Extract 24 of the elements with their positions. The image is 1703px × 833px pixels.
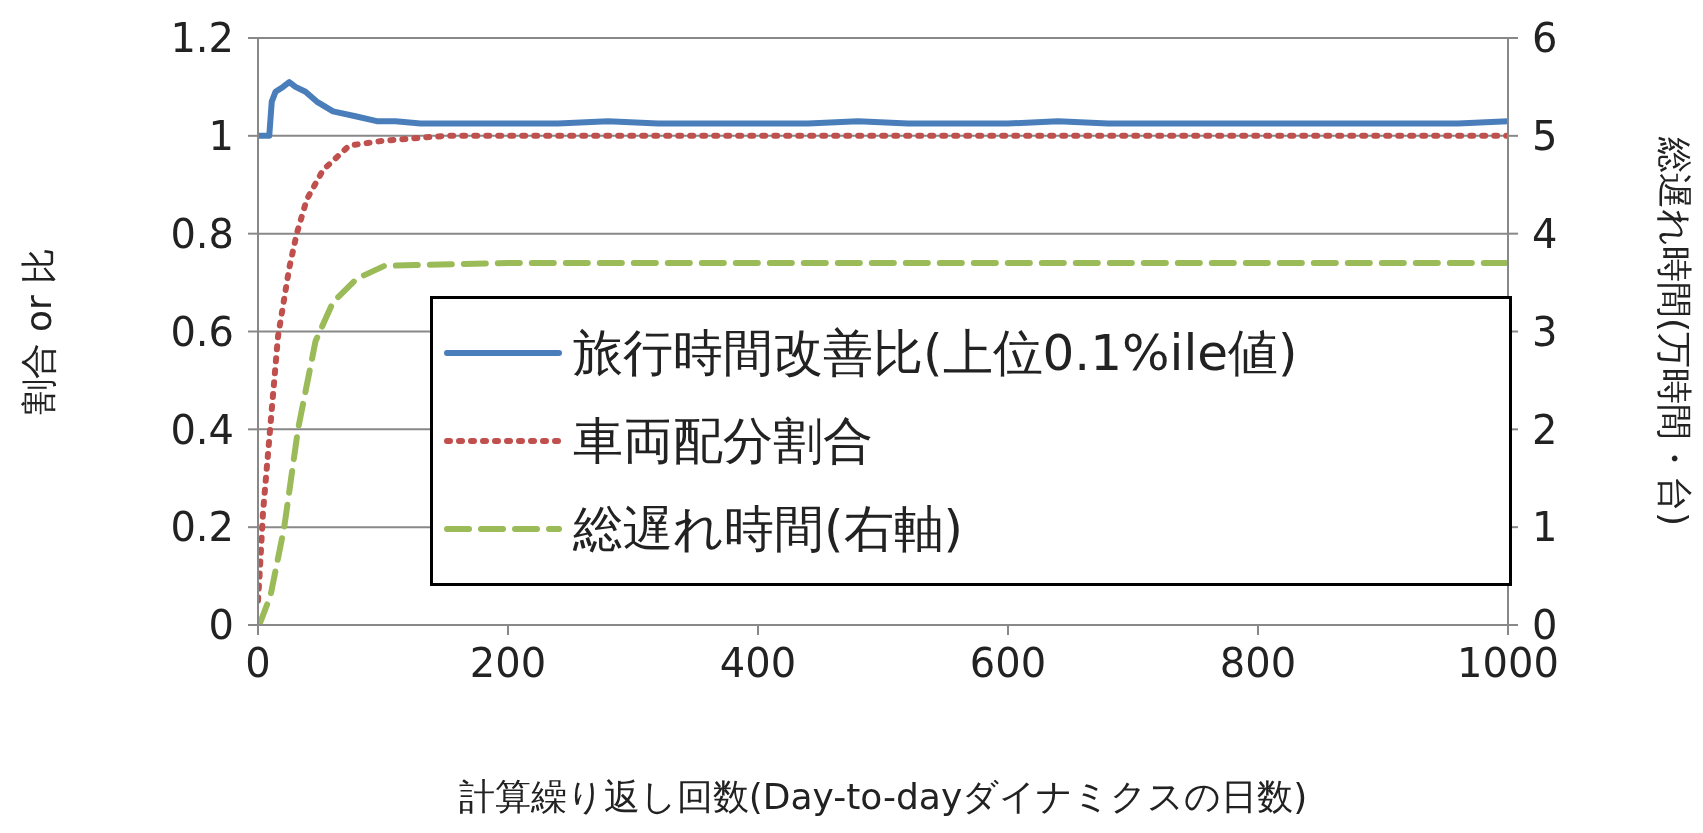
y-tick-label: 0.4 [170, 406, 234, 453]
legend-label: 旅行時間改善比(上位0.1%ile値) [573, 323, 1298, 384]
x-tick-label: 800 [1219, 640, 1297, 687]
y2-tick-label: 3 [1532, 308, 1558, 355]
y2-tick-label: 2 [1532, 406, 1558, 453]
y2-tick-label: 5 [1532, 113, 1558, 160]
y-tick-label: 0.8 [170, 210, 234, 257]
y-axis-title: 割合 or 比 [17, 247, 59, 416]
y2-axis-title: 総遅れ時間(万時間・台) [1654, 135, 1696, 527]
y2-tick-label: 1 [1532, 504, 1558, 551]
x-tick-label: 600 [969, 640, 1047, 687]
y2-tick-label: 4 [1532, 210, 1558, 257]
legend-label: 車両配分割合 [573, 411, 873, 472]
y-tick-label: 1 [208, 113, 234, 160]
y-tick-label: 0.2 [170, 504, 234, 551]
y-tick-label: 1.2 [170, 15, 234, 62]
y2-tick-label: 6 [1532, 15, 1558, 62]
x-tick-label: 400 [719, 640, 797, 687]
x-tick-label: 200 [469, 640, 547, 687]
y-tick-label: 0.6 [170, 308, 234, 355]
x-axis-title: 計算繰り返し回数(Day-to-dayダイナミクスの日数) [458, 776, 1308, 817]
x-tick-label: 0 [245, 640, 271, 687]
y-tick-label: 0 [208, 602, 234, 649]
legend-label: 総遅れ時間(右軸) [573, 499, 964, 560]
